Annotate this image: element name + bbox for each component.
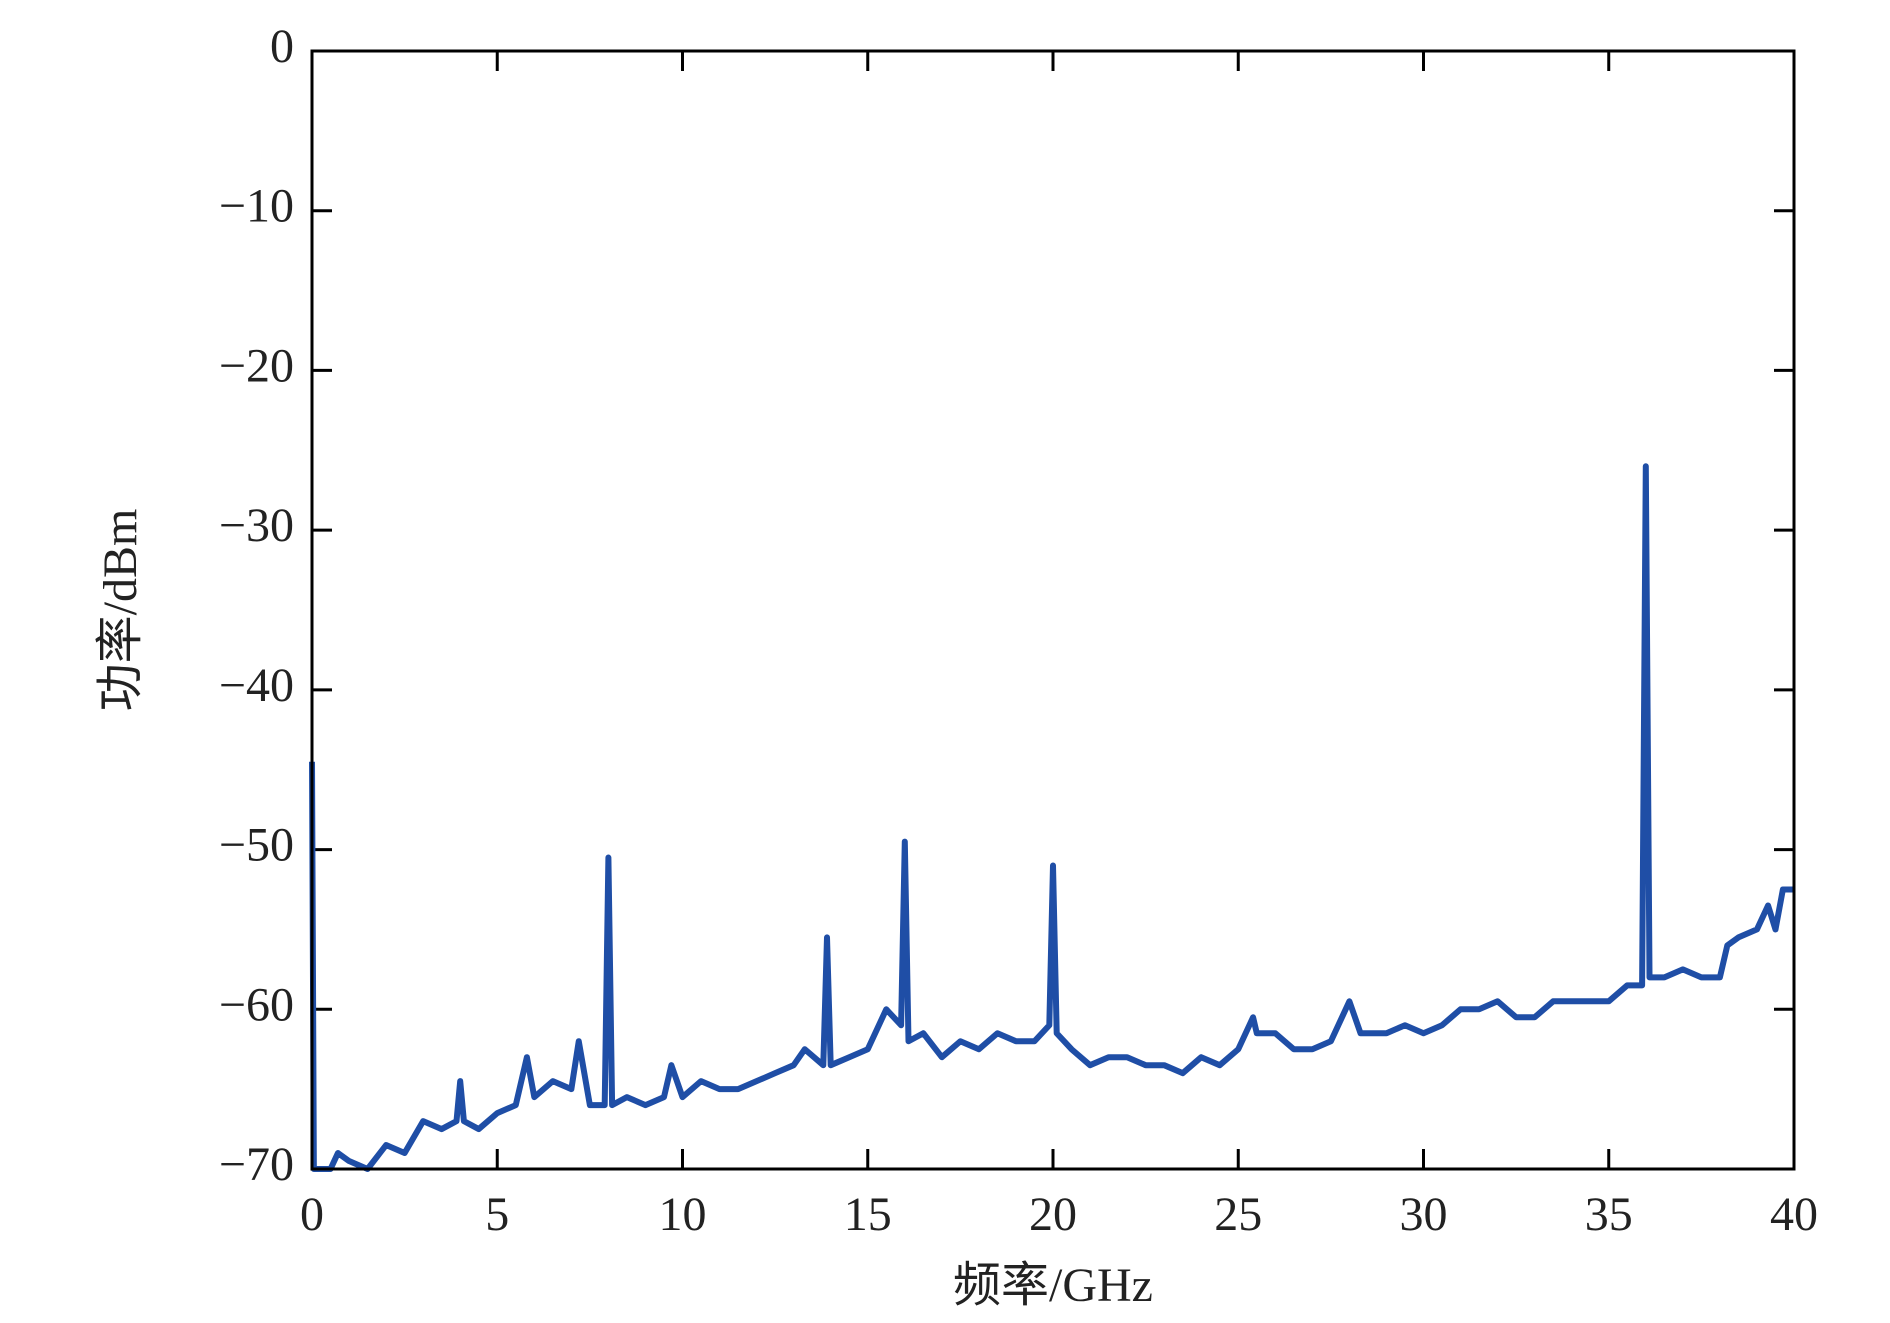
line-series	[309, 463, 1794, 1172]
y-tick-label: −40	[219, 659, 294, 712]
y-tick-label: −30	[219, 499, 294, 552]
plot-frame	[310, 49, 1796, 1171]
x-tick-label: 15	[844, 1188, 892, 1241]
x-axis-label: 频率/GHz	[953, 1259, 1153, 1312]
x-tick-label: 30	[1400, 1188, 1448, 1241]
y-tick-label: −50	[219, 819, 294, 872]
x-tick-label: 40	[1770, 1188, 1818, 1241]
x-tick-label: 35	[1585, 1188, 1633, 1241]
x-tick-label: 0	[300, 1188, 324, 1241]
y-axis-label: 功率/dBm	[94, 509, 147, 712]
x-tick-label: 10	[659, 1188, 707, 1241]
y-tick-label: −10	[219, 180, 294, 233]
y-tick-label: −60	[219, 978, 294, 1031]
y-tick-label: −70	[219, 1138, 294, 1191]
y-tick-label: 0	[270, 20, 294, 73]
x-tick-label: 25	[1214, 1188, 1262, 1241]
y-tick-label: −20	[219, 339, 294, 392]
x-tick-label: 20	[1029, 1188, 1077, 1241]
x-tick-label: 5	[485, 1188, 509, 1241]
